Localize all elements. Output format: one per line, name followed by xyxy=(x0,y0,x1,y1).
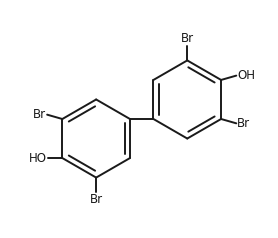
Text: HO: HO xyxy=(29,152,47,164)
Text: Br: Br xyxy=(90,193,103,206)
Text: Br: Br xyxy=(181,32,194,45)
Text: OH: OH xyxy=(237,69,255,82)
Text: Br: Br xyxy=(237,117,250,130)
Text: Br: Br xyxy=(33,108,46,121)
